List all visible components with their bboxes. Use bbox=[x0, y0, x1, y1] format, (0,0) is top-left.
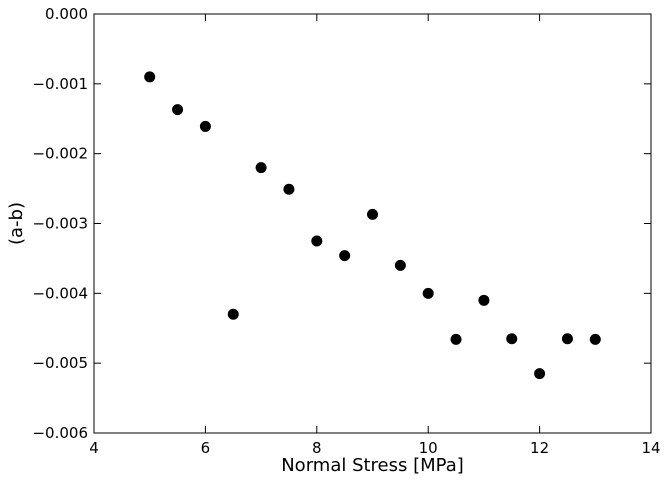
data-point bbox=[311, 235, 323, 247]
x-axis-label: Normal Stress [MPa] bbox=[281, 455, 464, 476]
data-point bbox=[199, 120, 211, 132]
y-tick-label: −0.001 bbox=[32, 75, 88, 93]
y-tick-label: −0.005 bbox=[32, 354, 88, 372]
data-point bbox=[144, 71, 156, 83]
x-tick-label: 4 bbox=[89, 439, 99, 457]
data-point bbox=[422, 287, 434, 299]
data-point bbox=[534, 368, 546, 380]
y-axis-label: (a-b) bbox=[6, 202, 27, 245]
data-point bbox=[283, 183, 295, 195]
data-point bbox=[589, 333, 601, 345]
axis-ticks bbox=[93, 13, 652, 434]
x-tick-label: 10 bbox=[419, 439, 438, 457]
plot-frame bbox=[93, 13, 652, 434]
data-point bbox=[561, 333, 573, 345]
x-tick-label: 12 bbox=[530, 439, 549, 457]
data-point bbox=[478, 294, 490, 306]
data-point bbox=[227, 308, 239, 320]
tick-labels: 4 6 8 10 12 14 0.000 −0.001 −0.002 −0.003 −0.004 −0… bbox=[32, 5, 660, 457]
y-tick-label: −0.003 bbox=[32, 215, 88, 233]
data-point bbox=[450, 333, 462, 345]
data-point bbox=[506, 333, 518, 345]
x-tick-label: 14 bbox=[641, 439, 660, 457]
y-tick-label: −0.004 bbox=[32, 284, 88, 302]
data-point bbox=[172, 104, 184, 116]
data-point bbox=[394, 259, 406, 271]
x-tick-label: 6 bbox=[201, 439, 211, 457]
data-point bbox=[367, 208, 378, 220]
data-point bbox=[339, 250, 351, 262]
data-point bbox=[255, 162, 267, 174]
data-points bbox=[144, 71, 601, 380]
y-tick-label: −0.002 bbox=[32, 145, 88, 163]
y-tick-label: 0.000 bbox=[45, 5, 88, 23]
y-tick-label: −0.006 bbox=[32, 424, 88, 442]
x-tick-label: 8 bbox=[312, 439, 322, 457]
